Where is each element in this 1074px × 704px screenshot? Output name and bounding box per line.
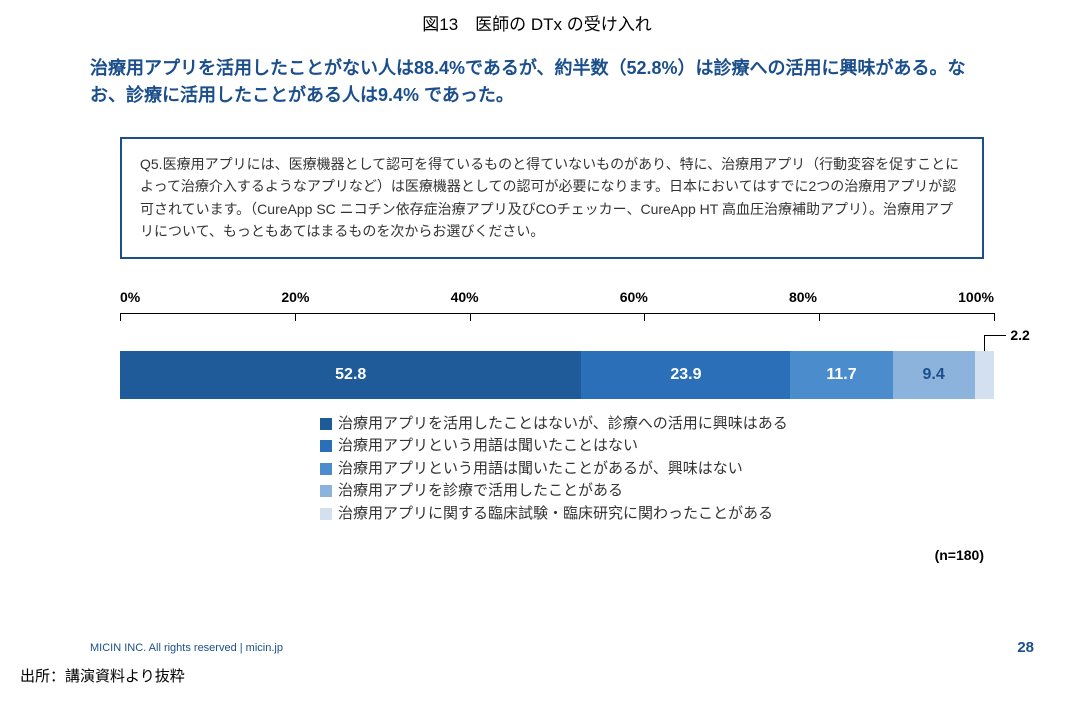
- legend-row: 治療用アプリという用語は聞いたことがあるが、興味はない: [320, 458, 994, 481]
- legend: 治療用アプリを活用したことはないが、診療への活用に興味はある治療用アプリという用…: [320, 413, 994, 526]
- question-box: Q5.医療用アプリには、医療機器として認可を得ているものと得ていないものがあり、…: [120, 137, 984, 259]
- legend-label: 治療用アプリを活用したことはないが、診療への活用に興味はある: [338, 413, 788, 436]
- legend-row: 治療用アプリという用語は聞いたことはない: [320, 435, 994, 458]
- bar-callout-label: 2.2: [1010, 327, 1029, 343]
- bar-segment: [975, 351, 994, 399]
- legend-label: 治療用アプリを診療で活用したことがある: [338, 480, 623, 503]
- axis-tick-label: 20%: [281, 289, 309, 305]
- callout-line-horizontal: [984, 335, 1006, 336]
- legend-swatch: [320, 440, 332, 452]
- legend-label: 治療用アプリに関する臨床試験・臨床研究に関わったことがある: [338, 503, 773, 526]
- legend-swatch: [320, 485, 332, 497]
- axis-labels: 0% 20% 40% 60% 80% 100%: [120, 289, 994, 305]
- bar-segment: 11.7: [790, 351, 892, 399]
- legend-row: 治療用アプリに関する臨床試験・臨床研究に関わったことがある: [320, 503, 994, 526]
- axis-tick: [120, 313, 121, 321]
- bar-segment: 9.4: [893, 351, 975, 399]
- legend-label: 治療用アプリという用語は聞いたことはない: [338, 435, 638, 458]
- axis-tick: [819, 313, 820, 321]
- headline: 治療用アプリを活用したことがない人は88.4%であるが、約半数（52.8%）は診…: [20, 55, 1054, 109]
- legend-row: 治療用アプリを診療で活用したことがある: [320, 480, 994, 503]
- bar-segment: 52.8: [120, 351, 581, 399]
- axis-tick-label: 40%: [451, 289, 479, 305]
- figure-title: 図13 医師の DTx の受け入れ: [20, 10, 1054, 35]
- footer: MICIN INC. All rights reserved | micin.j…: [90, 639, 1034, 656]
- page-number: 28: [1017, 639, 1034, 656]
- chart-area: 0%20%40%60%80%100% 2.2 52.823.911.79.4 治…: [120, 289, 994, 526]
- n-label: (n=180): [20, 547, 984, 563]
- footer-left: MICIN INC. All rights reserved | micin.j…: [90, 642, 283, 654]
- axis-tick: [295, 313, 296, 321]
- source-note: 出所：講演資料より抜粋: [20, 665, 185, 686]
- legend-swatch: [320, 463, 332, 475]
- bar-segment: 23.9: [581, 351, 790, 399]
- axis-tick-label: 80%: [789, 289, 817, 305]
- axis-tick-label: 0%: [120, 289, 140, 305]
- axis-line: [120, 313, 994, 321]
- axis-tick: [994, 313, 995, 321]
- axis-tick-label: 60%: [620, 289, 648, 305]
- axis-tick: [644, 313, 645, 321]
- legend-swatch: [320, 418, 332, 430]
- axis-tick: [470, 313, 471, 321]
- stacked-bar: 52.823.911.79.4: [120, 351, 994, 399]
- legend-swatch: [320, 508, 332, 520]
- legend-row: 治療用アプリを活用したことはないが、診療への活用に興味はある: [320, 413, 994, 436]
- legend-label: 治療用アプリという用語は聞いたことがあるが、興味はない: [338, 458, 743, 481]
- axis-tick-label: 100%: [958, 289, 994, 305]
